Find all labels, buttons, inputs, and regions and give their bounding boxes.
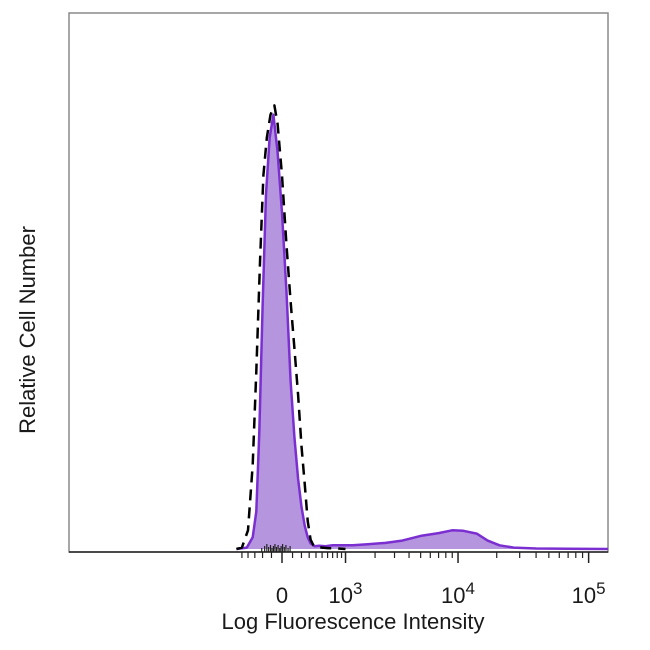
x-tick-label: 103: [329, 579, 363, 608]
sample-histogram-fill: [236, 114, 608, 549]
x-tick-labels: 0 103 104 105: [276, 579, 606, 608]
x-axis-ticks: [241, 552, 590, 563]
x-tick-label: 105: [572, 579, 606, 608]
rug-ticks: [261, 544, 291, 552]
sample-histogram-line: [236, 113, 609, 551]
control-histogram-line: [236, 104, 346, 551]
x-tick-label: 0: [276, 583, 288, 608]
x-tick-label: 104: [441, 579, 475, 608]
series-layer: [236, 104, 609, 551]
y-axis-title: Relative Cell Number: [15, 226, 40, 434]
x-axis-title: Log Fluorescence Intensity: [222, 609, 485, 634]
plot-frame: [68, 12, 609, 553]
